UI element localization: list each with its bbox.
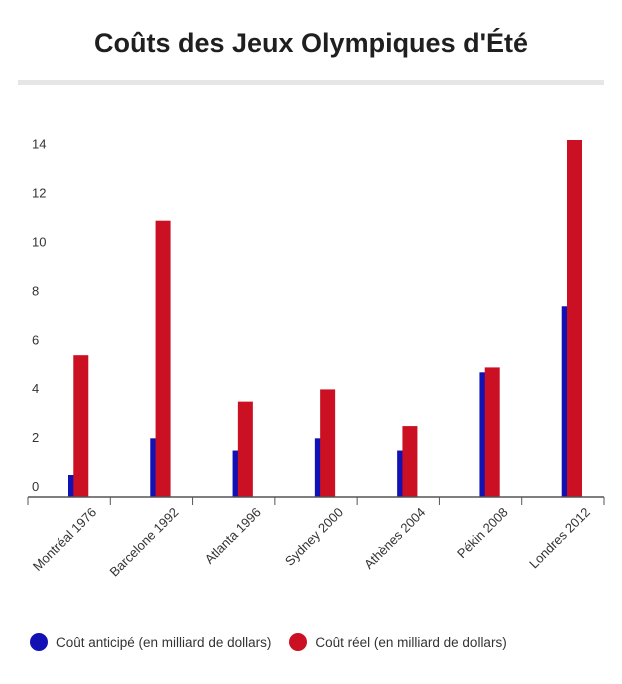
bars <box>68 140 582 498</box>
legend-swatch-actual <box>289 633 308 651</box>
x-tick-label: Barcelone 1992 <box>107 505 182 580</box>
legend-label-anticipated: Coût anticipé (en milliard de dollars) <box>56 634 272 650</box>
y-tick-label: 8 <box>32 283 39 298</box>
y-tick-label: 10 <box>32 234 46 249</box>
y-tick-label: 0 <box>32 479 39 494</box>
bar-actual <box>237 401 253 497</box>
y-tick-label: 6 <box>32 332 39 347</box>
x-axis <box>27 496 605 505</box>
bar-actual <box>155 220 171 498</box>
legend-swatch-anticipated <box>30 633 48 651</box>
x-tick-label: Atlanta 1996 <box>202 505 264 567</box>
title-divider <box>18 80 604 85</box>
x-tick-label: Sydney 2000 <box>282 505 346 569</box>
bar-actual <box>402 426 418 497</box>
x-tick-label: Athènes 2004 <box>361 505 428 572</box>
x-tick-label: Londres 2012 <box>526 505 593 572</box>
chart-title: Coûts des Jeux Olympiques d'Été <box>93 28 529 58</box>
bar-chart: 0 2 4 6 8 10 12 14 Montréal 1976 Barcelone 1992 A… <box>27 137 605 580</box>
y-axis-ticks: 0 2 4 6 8 10 12 14 <box>32 137 46 494</box>
legend: Coût anticipé (en milliard de dollars) C… <box>30 630 525 654</box>
legend-item-anticipated: Coût anticipé (en milliard de dollars) <box>30 633 271 651</box>
bar-actual <box>73 355 89 497</box>
bar-actual <box>567 140 582 497</box>
bar-actual <box>320 389 336 497</box>
x-tick-label: Montréal 1976 <box>30 505 99 574</box>
legend-label-actual: Coût réel (en milliard de dollars) <box>315 634 507 650</box>
x-axis-ticks: Montréal 1976 Barcelone 1992 Atlanta 1996 S… <box>30 505 593 580</box>
x-tick-label: Pékin 2008 <box>454 505 511 562</box>
legend-item-actual: Coût réel (en milliard de dollars) <box>289 633 507 651</box>
y-tick-label: 2 <box>32 430 39 445</box>
y-tick-label: 12 <box>32 186 46 201</box>
y-tick-label: 14 <box>32 137 46 152</box>
y-tick-label: 4 <box>32 381 39 396</box>
bar-actual <box>484 367 500 497</box>
